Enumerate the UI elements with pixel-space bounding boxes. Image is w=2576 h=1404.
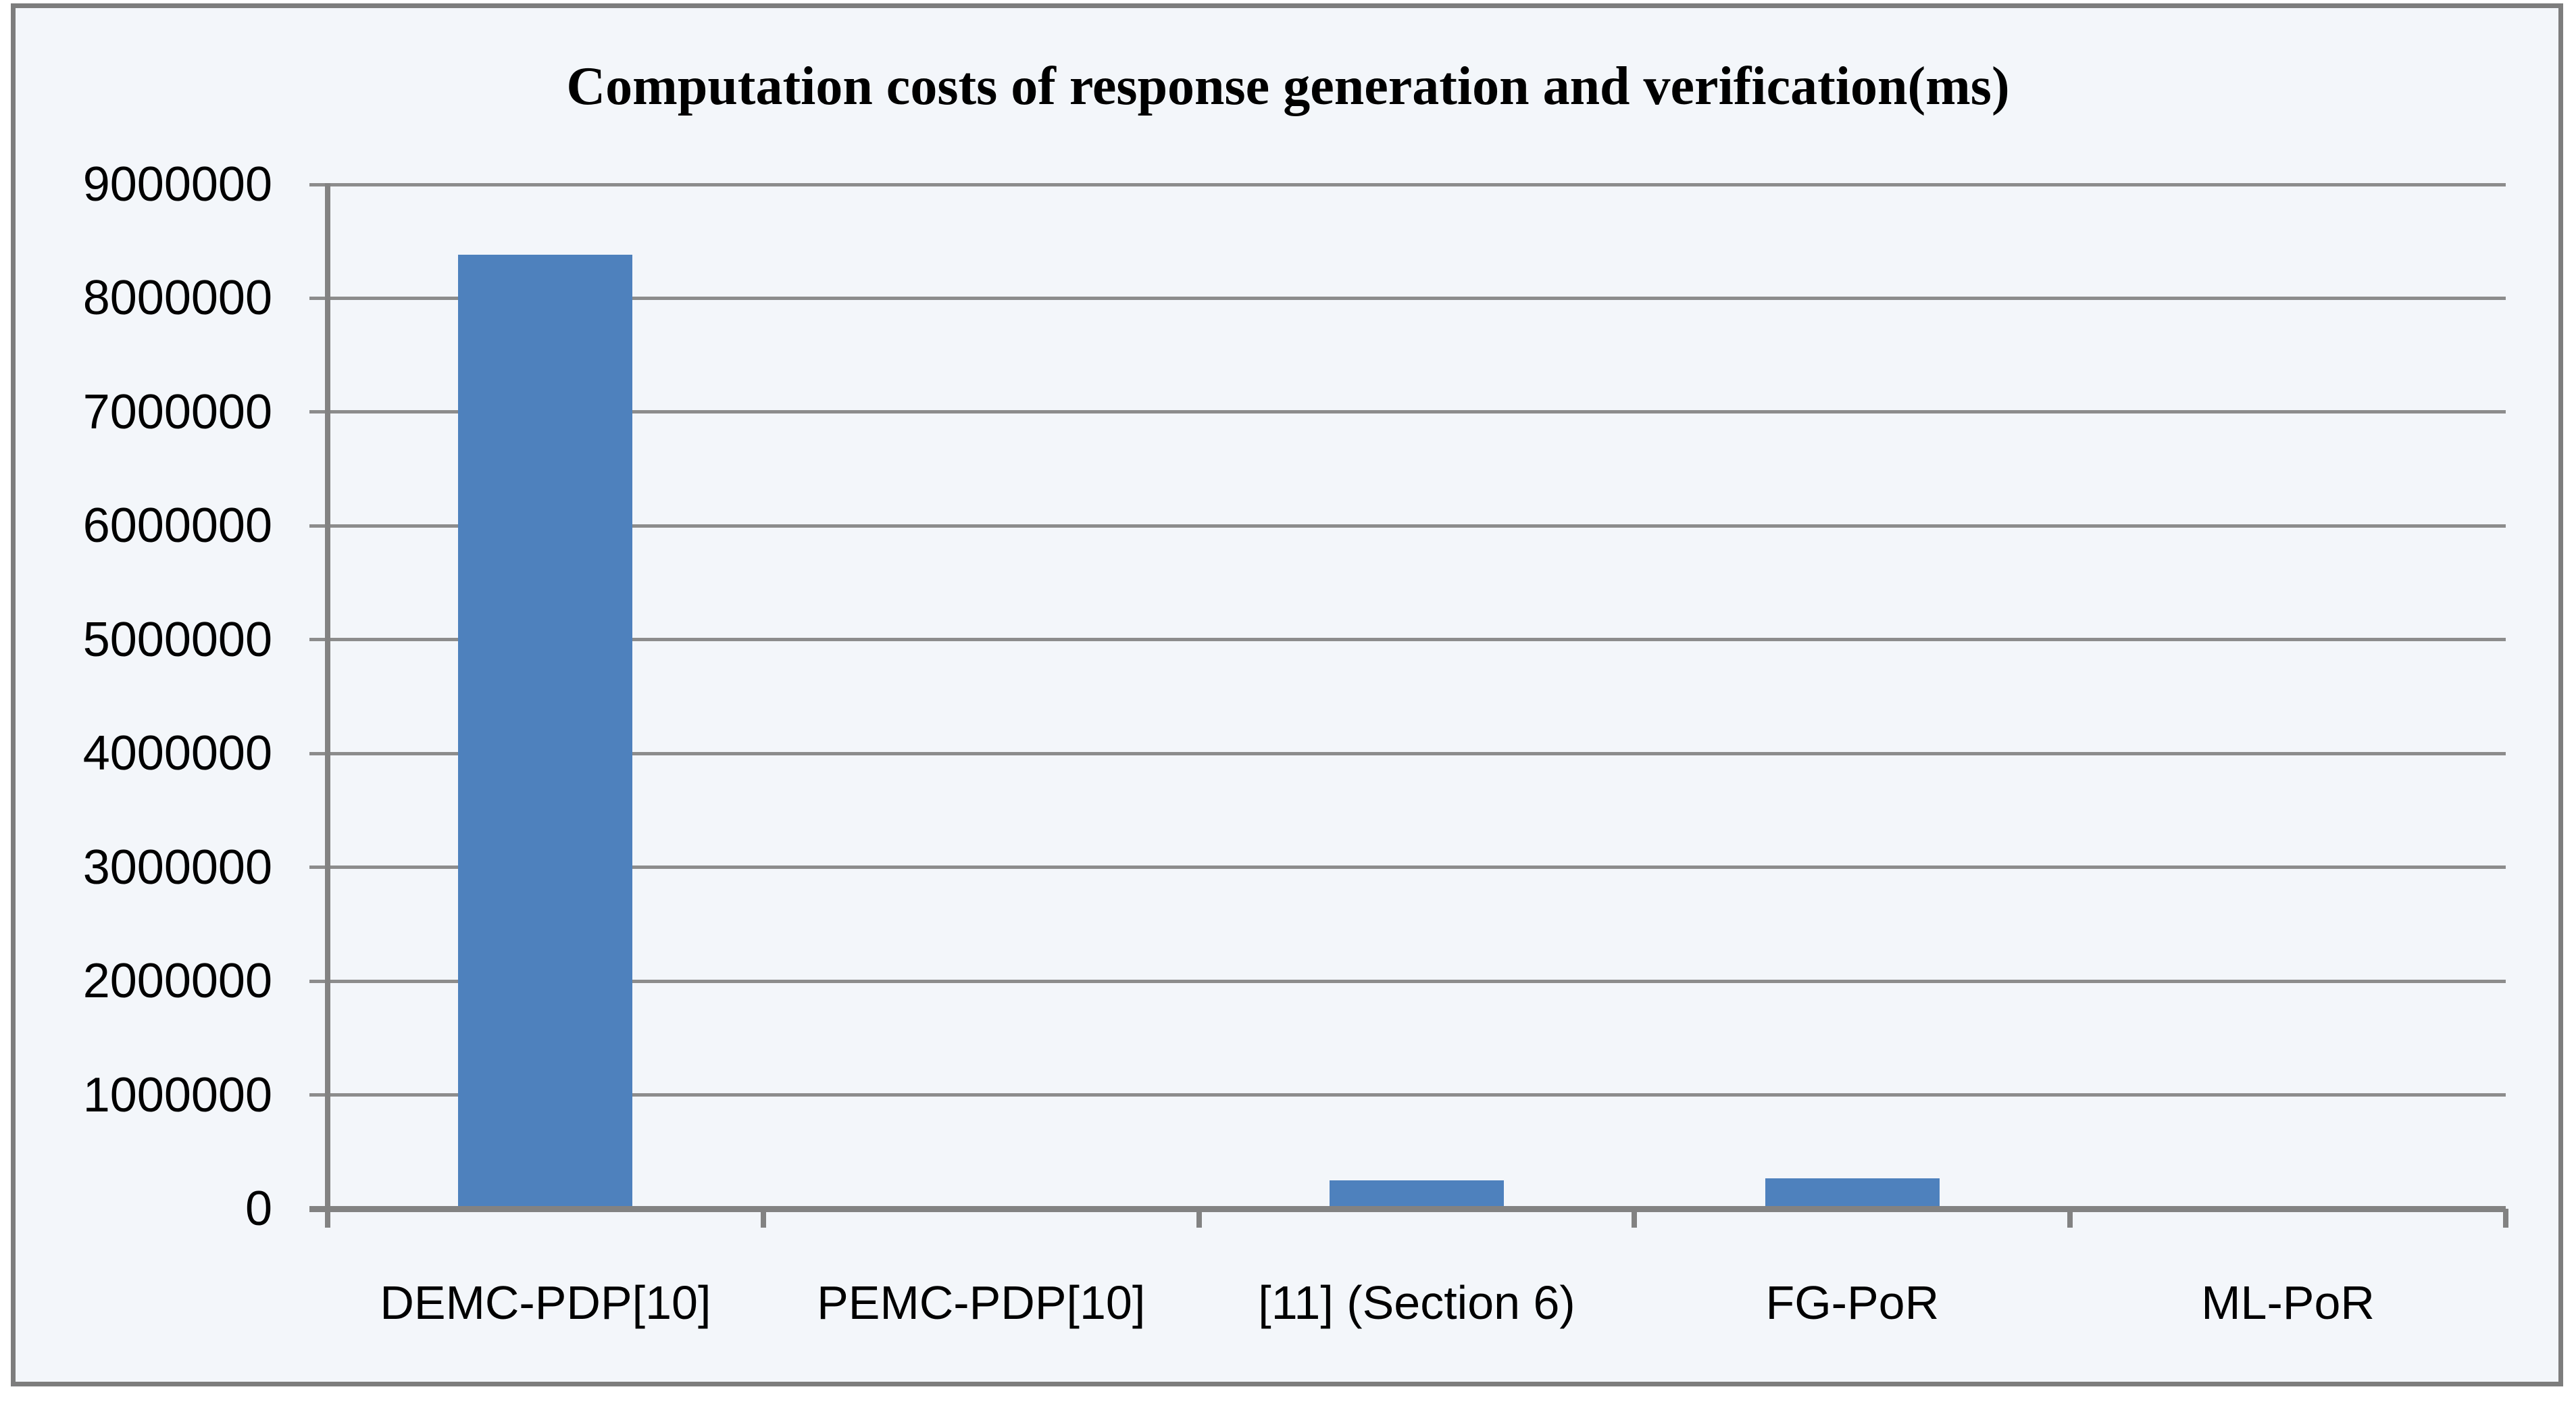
y-axis-label: 1000000 <box>82 1068 272 1122</box>
gridline <box>309 1093 2506 1097</box>
x-axis-tick <box>2067 1209 2073 1228</box>
y-axis-line <box>325 182 330 1228</box>
x-axis-label: DEMC-PDP[10] <box>380 1276 711 1329</box>
y-axis-label: 3000000 <box>82 840 272 895</box>
x-axis-label: ML-PoR <box>2201 1276 2375 1329</box>
y-axis-label: 0 <box>245 1182 272 1236</box>
y-axis-label: 8000000 <box>82 271 272 326</box>
x-axis-label: FG-PoR <box>1765 1276 1940 1329</box>
x-axis-tick <box>1196 1209 1202 1228</box>
x-axis-label: PEMC-PDP[10] <box>817 1276 1146 1329</box>
x-axis-tick <box>2503 1209 2508 1228</box>
gridline <box>309 751 2506 755</box>
bar <box>458 255 633 1212</box>
x-axis-label: [11] (Section 6) <box>1258 1276 1575 1329</box>
y-axis-label: 7000000 <box>82 384 272 439</box>
gridline <box>309 410 2506 414</box>
y-axis-label: 6000000 <box>82 499 272 553</box>
x-axis-tick <box>760 1209 766 1228</box>
gridline <box>309 296 2506 300</box>
x-axis-tick <box>1632 1209 1638 1228</box>
gridline <box>309 866 2506 870</box>
chart-frame <box>11 3 2563 1386</box>
gridline <box>309 182 2506 186</box>
chart-title: Computation costs of response generation… <box>566 57 2010 116</box>
y-axis-label: 5000000 <box>82 612 272 667</box>
gridline <box>309 638 2506 642</box>
y-axis-label: 4000000 <box>82 726 272 781</box>
gridline <box>309 524 2506 528</box>
x-axis-line <box>309 1205 2506 1212</box>
y-axis-label: 2000000 <box>82 954 272 1009</box>
gridline <box>309 979 2506 983</box>
y-axis-label: 9000000 <box>82 157 272 211</box>
